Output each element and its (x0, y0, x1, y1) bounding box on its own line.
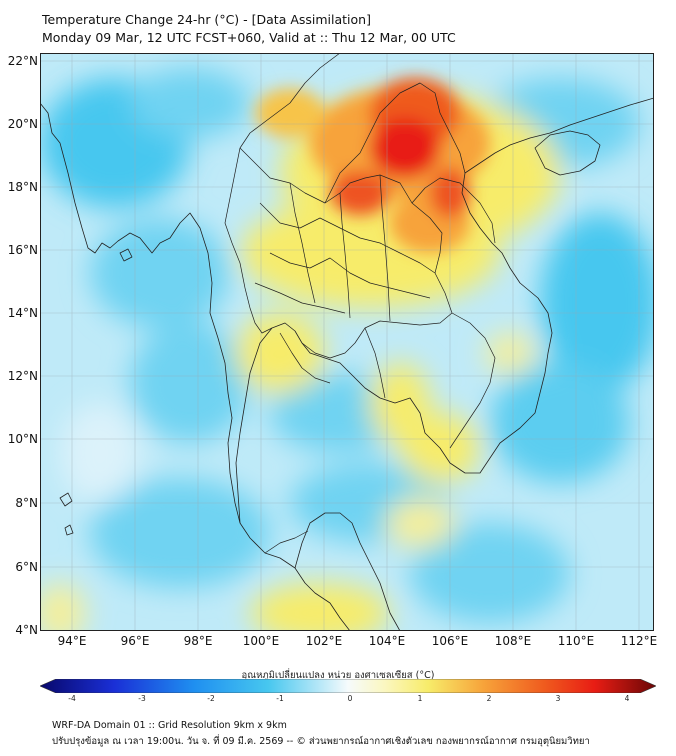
map-frame (40, 53, 654, 631)
lat-label-10: 10°N (7, 432, 38, 446)
temperature-change-map (40, 53, 654, 631)
lon-label-106: 106°E (431, 634, 469, 648)
colorbar-tick: 2 (486, 694, 492, 703)
map-subtitle: Monday 09 Mar, 12 UTC FCST+060, Valid at… (42, 30, 456, 45)
colorbar-tick: -1 (276, 694, 284, 703)
lat-label-8: 8°N (15, 496, 38, 510)
colorbar-tick: -3 (138, 694, 146, 703)
country-borders (224, 53, 496, 554)
colorbar-tick: 4 (624, 694, 630, 703)
lon-label-94: 94°E (57, 634, 87, 648)
colorbar-tick: 1 (417, 694, 423, 703)
lon-label-96: 96°E (120, 634, 150, 648)
lon-label-112: 112°E (620, 634, 658, 648)
colorbar-tick: 3 (555, 694, 561, 703)
lat-label-4: 4°N (15, 623, 38, 637)
footer-update-info: ปรับปรุงข้อมูล ณ เวลา 19:00น. วัน จ. ที่… (52, 736, 590, 747)
lon-label-108: 108°E (494, 634, 532, 648)
lon-label-110: 110°E (557, 634, 595, 648)
temperature-field (40, 53, 654, 631)
map-title: Temperature Change 24-hr (°C) - [Data As… (42, 12, 371, 27)
colorbar-ramp (40, 679, 656, 693)
lat-label-14: 14°N (7, 306, 38, 320)
coastlines (40, 97, 654, 631)
lat-label-12: 12°N (7, 369, 38, 383)
footer-model-info: WRF-DA Domain 01 :: Grid Resolution 9km … (52, 720, 287, 731)
colorbar-tick: -4 (68, 694, 76, 703)
lat-label-6: 6°N (15, 560, 38, 574)
colorbar-tick: 0 (347, 694, 353, 703)
colorbar-label: อุณหภูมิเปลี่ยนแปลง หน่วย องศาเซลเซียส (… (241, 670, 435, 681)
colorbar-tick: -2 (207, 694, 215, 703)
lon-label-102: 102°E (305, 634, 343, 648)
lon-label-104: 104°E (368, 634, 406, 648)
lat-label-16: 16°N (7, 243, 38, 257)
lon-label-100: 100°E (242, 634, 280, 648)
lat-label-20: 20°N (7, 117, 38, 131)
colorbar (40, 679, 656, 693)
lat-label-18: 18°N (7, 180, 38, 194)
lon-label-98: 98°E (183, 634, 213, 648)
lat-label-22: 22°N (7, 54, 38, 68)
